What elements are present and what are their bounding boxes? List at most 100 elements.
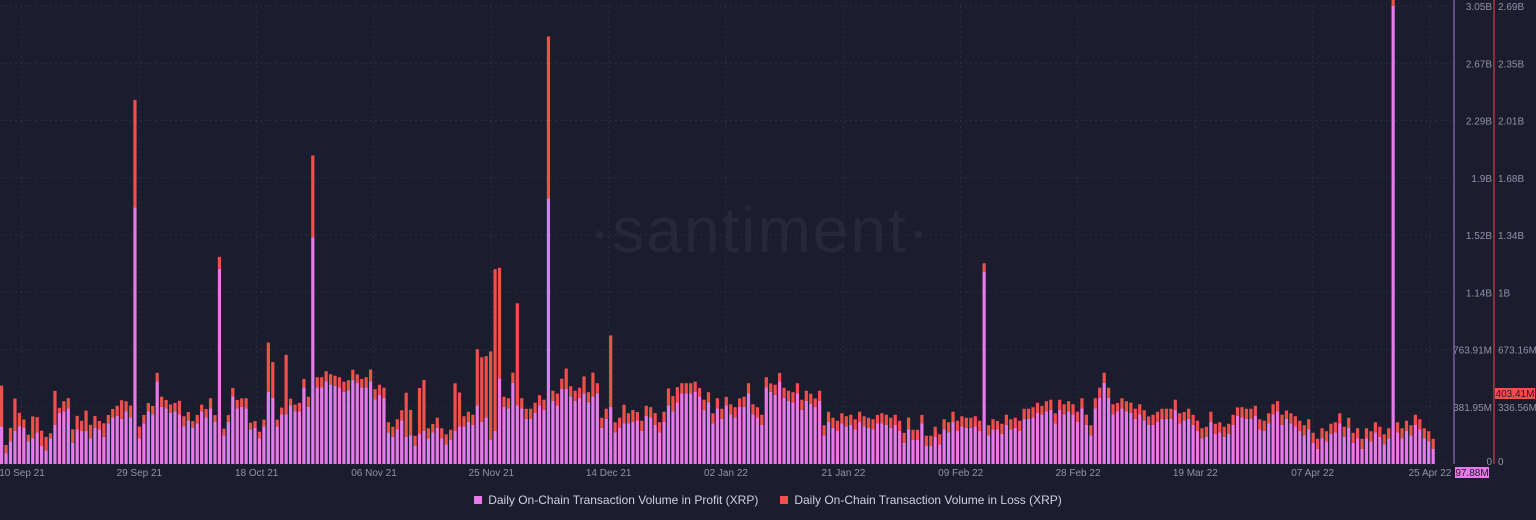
watermark-text: ·santiment· (589, 194, 931, 266)
bar-loss (222, 428, 226, 436)
bar-profit (315, 387, 319, 464)
bar-profit (617, 427, 622, 464)
bar-profit (377, 394, 382, 464)
bar-loss (782, 387, 786, 398)
bar-profit (400, 420, 404, 464)
bar-profit (551, 400, 555, 464)
bar-profit (453, 430, 457, 464)
bar-loss (595, 383, 599, 394)
bar-profit (1155, 421, 1160, 464)
bar-profit (866, 427, 871, 464)
bar-profit (506, 408, 511, 464)
bar-profit (369, 381, 373, 464)
bar-loss (1178, 413, 1182, 424)
bar-profit (1280, 424, 1284, 464)
bar-loss (1431, 438, 1435, 449)
bar-profit (120, 418, 124, 464)
bar-profit (813, 406, 817, 464)
bar-loss (146, 402, 150, 412)
bar-profit (1124, 411, 1128, 464)
x-tick-label: 09 Feb 22 (938, 468, 983, 479)
bar-loss (1062, 404, 1066, 415)
bar-loss (1324, 431, 1329, 442)
bar-profit (449, 439, 453, 464)
bar-loss (53, 390, 57, 425)
bar-profit (631, 421, 635, 464)
bar-loss (306, 396, 310, 407)
bar-profit (880, 423, 884, 464)
bar-profit (133, 207, 137, 464)
bar-profit (1107, 397, 1111, 464)
bar-loss (386, 422, 390, 433)
x-tick-label: 25 Nov 21 (469, 468, 515, 479)
bar-profit (1249, 418, 1253, 464)
loss-current-badge (1495, 388, 1535, 399)
bar-loss (1231, 414, 1235, 425)
bar-profit (351, 379, 355, 464)
bar-profit (462, 426, 466, 464)
x-tick-label: 07 Apr 22 (1291, 468, 1334, 479)
bar-profit (600, 427, 604, 464)
bar-profit (1009, 429, 1013, 464)
bar-profit (262, 426, 266, 464)
bar-profit (1080, 408, 1084, 464)
bar-profit (1018, 430, 1022, 464)
bar-loss (938, 434, 942, 445)
bar-loss (915, 429, 920, 440)
bar-profit (1044, 411, 1048, 464)
bar-loss (204, 408, 208, 418)
bar-profit (208, 408, 213, 464)
bar-loss (720, 408, 724, 419)
bar-profit (404, 436, 408, 464)
bar-loss (1107, 387, 1111, 398)
bar-profit (1200, 438, 1204, 464)
bar-loss (4, 444, 8, 454)
legend-item-loss[interactable]: Daily On-Chain Transaction Volume in Los… (780, 493, 1062, 507)
y-tick-label-loss: 1.68B (1498, 174, 1524, 185)
bar-profit (693, 391, 697, 464)
bar-loss (80, 420, 84, 431)
bar-profit (297, 411, 302, 464)
bar-loss (1289, 413, 1293, 424)
bar-loss (182, 416, 186, 427)
bar-profit (1169, 418, 1173, 464)
bar-loss (769, 383, 773, 392)
bar-profit (386, 432, 390, 464)
bar-profit (1333, 432, 1337, 464)
bar-loss (1049, 399, 1053, 410)
bar-profit (982, 271, 986, 464)
bar-profit (35, 432, 39, 464)
bar-loss (426, 428, 430, 439)
bar-loss (1293, 416, 1297, 427)
bar-loss (551, 390, 555, 401)
y-tick-label-profit: 381.95M (1453, 403, 1492, 414)
bar-loss (22, 419, 26, 428)
bar-profit (511, 382, 515, 464)
x-tick-label: 02 Jan 22 (704, 468, 748, 479)
x-tick-label: 18 Oct 21 (235, 468, 279, 479)
bar-profit (969, 427, 973, 464)
bar-profit (826, 421, 831, 464)
bar-loss (248, 422, 253, 430)
bar-loss (284, 354, 288, 415)
bar-loss (0, 385, 4, 427)
bar-profit (257, 438, 262, 464)
bar-loss (1004, 414, 1008, 425)
bar-profit (524, 418, 528, 464)
bar-loss (106, 414, 110, 424)
bar-loss (1275, 401, 1280, 412)
bar-profit (235, 408, 239, 464)
bar-profit (1373, 432, 1377, 464)
bar-loss (497, 267, 502, 379)
bar-loss (1364, 428, 1369, 439)
bar-loss (115, 405, 119, 416)
bar-loss (1129, 402, 1133, 413)
bar-loss (409, 409, 413, 436)
bar-profit (1209, 421, 1213, 464)
bar-loss (373, 389, 377, 400)
legend-item-profit[interactable]: Daily On-Chain Transaction Volume in Pro… (474, 493, 758, 507)
bar-loss (413, 435, 417, 446)
bar-loss (213, 415, 217, 422)
bar-profit (1120, 408, 1124, 464)
bar-profit (71, 442, 75, 464)
